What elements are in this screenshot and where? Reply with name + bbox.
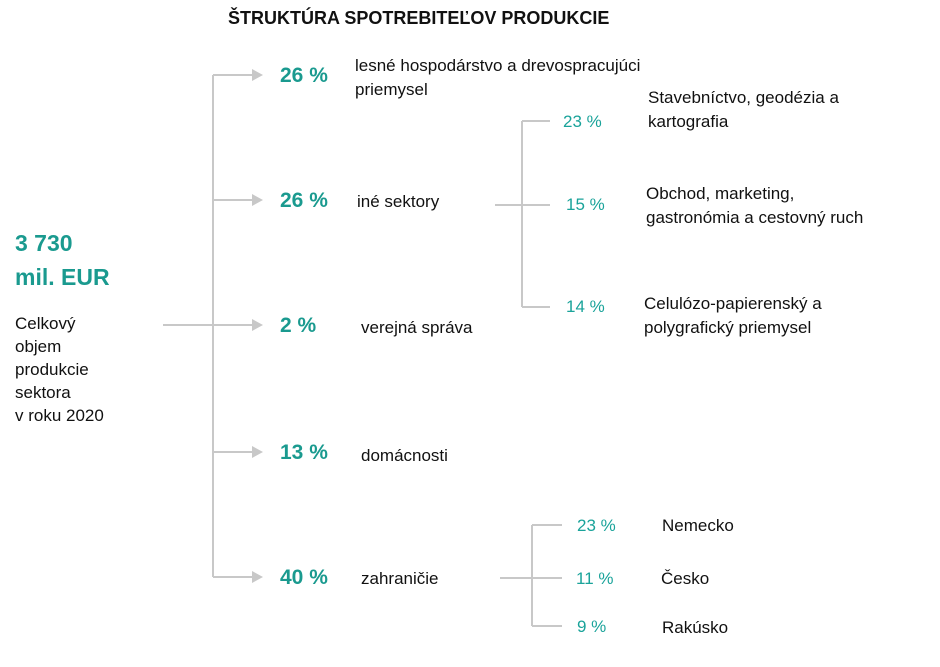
- branch-label: domácnosti: [361, 446, 448, 465]
- branch-pct: 26 %: [280, 189, 328, 212]
- sub-pct: 15 %: [566, 195, 605, 214]
- total-unit: mil. EUR: [15, 264, 110, 290]
- total-description: Celkový objem produkcie sektora v roku 2…: [15, 314, 104, 425]
- sub-pct: 11 %: [576, 569, 614, 588]
- sub-label: Nemecko: [662, 516, 734, 535]
- sub-label: Česko: [661, 569, 710, 588]
- sub-label: Rakúsko: [662, 618, 729, 637]
- branch-pct: 40 %: [280, 566, 328, 589]
- sub-pct: 14 %: [566, 297, 605, 316]
- sub-pct: 23 %: [563, 112, 602, 131]
- total-amount: 3 730: [15, 230, 73, 256]
- branch-pct: 26 %: [280, 64, 328, 87]
- diagram-title: ŠTRUKTÚRA SPOTREBITEĽOV PRODUKCIE: [228, 8, 610, 28]
- branch-pct: 2 %: [280, 314, 317, 337]
- sub-label: Obchod, marketing, gastronómia a cestovn…: [646, 184, 864, 227]
- sub-label: Stavebníctvo, geodézia a kartografia: [648, 88, 839, 131]
- sub-label: Celulózo-papierenský a polygrafický prie…: [644, 294, 822, 337]
- branch-label: iné sektory: [357, 192, 440, 211]
- sub-pct: 23 %: [577, 516, 616, 535]
- branch-label: verejná správa: [361, 318, 473, 337]
- total-value: 3 730 mil. EUR: [15, 226, 110, 294]
- branch-label: zahraničie: [361, 569, 439, 588]
- branch-label: lesné hospodárstvo a drevospracujúci pri…: [355, 56, 641, 99]
- branch-pct: 13 %: [280, 441, 328, 464]
- sub-pct: 9 %: [577, 617, 607, 636]
